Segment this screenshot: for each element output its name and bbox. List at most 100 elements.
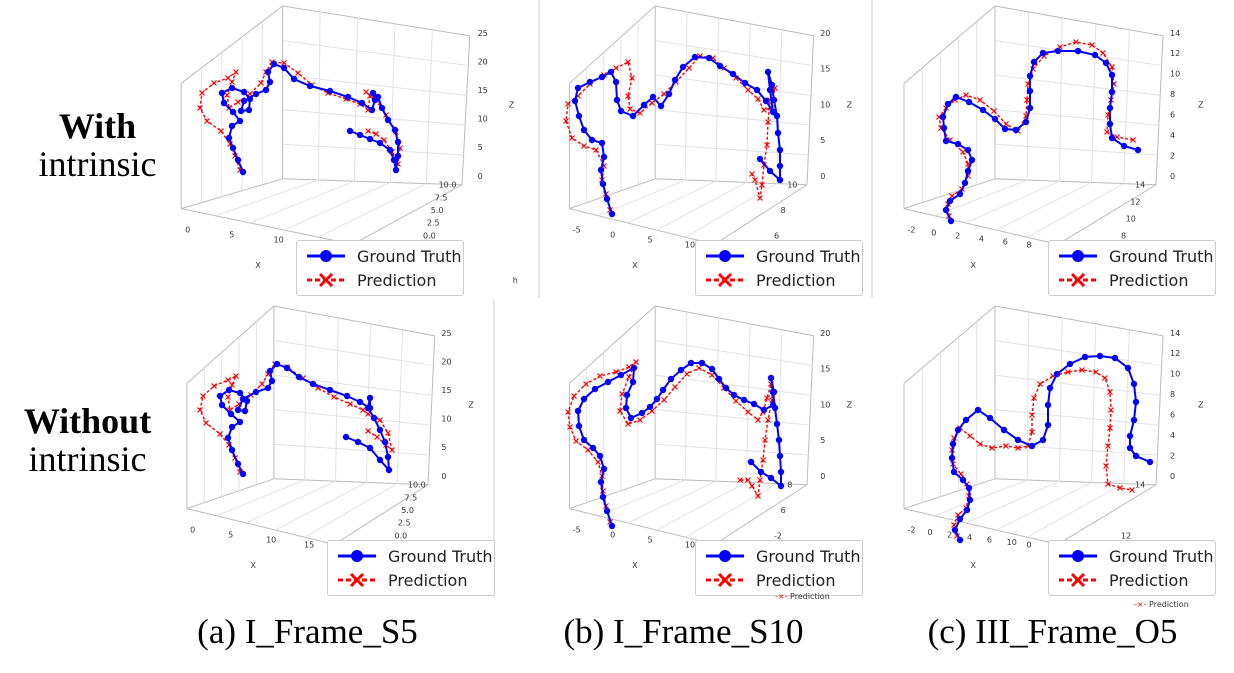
ground-truth-point [1044, 401, 1052, 409]
ground-truth-point [771, 404, 779, 412]
prediction-point [960, 149, 966, 155]
ground-truth-point [963, 506, 971, 514]
ground-truth-swatch [338, 550, 376, 562]
ground-truth-point [369, 89, 377, 97]
prediction-point [1031, 395, 1037, 401]
z-tick-label: 0 [1170, 472, 1175, 481]
ground-truth-point [741, 79, 749, 87]
ground-truth-point [1108, 134, 1116, 142]
axes-box [568, 5, 815, 245]
small-legend-label: Prediction [1149, 600, 1189, 609]
prediction-point [235, 99, 241, 105]
ground-truth-point [649, 93, 657, 101]
ground-truth-point [766, 167, 774, 175]
ground-truth-point [346, 127, 354, 135]
ground-truth-point [653, 395, 661, 403]
x-tick-label: 10 [1007, 538, 1017, 547]
ground-truth-point [588, 136, 596, 144]
ground-truth-point [368, 106, 376, 114]
prediction-point [565, 101, 571, 107]
ground-truth-point [228, 446, 236, 454]
ground-truth-point [240, 97, 248, 105]
z-axis-label: Z [847, 400, 853, 409]
z-tick-label: 10 [1170, 70, 1180, 79]
ground-truth-point [974, 406, 982, 414]
prediction-point [1089, 42, 1095, 48]
ground-truth-point [950, 468, 958, 476]
grid-lines [586, 11, 813, 238]
ground-truth-point [366, 135, 374, 143]
y-tick-label: 2.5 [398, 519, 411, 528]
prediction-point [989, 445, 995, 451]
prediction-point [1003, 121, 1009, 127]
legend-item-prediction: Prediction [704, 269, 835, 291]
prediction-point [593, 147, 599, 153]
ground-truth-point [1126, 444, 1134, 452]
prediction-point [672, 384, 678, 390]
y-tick-label: 7.5 [435, 193, 448, 202]
z-tick-label: 5 [820, 436, 825, 445]
z-tick-label: 2 [1170, 451, 1175, 460]
x-tick-label: 0 [185, 225, 190, 234]
prediction-point [759, 182, 765, 188]
prediction-point [749, 171, 755, 177]
prediction-point [733, 398, 739, 404]
ground-truth-point [591, 385, 599, 393]
ground-truth-point [777, 482, 785, 490]
ground-truth-point [356, 131, 364, 139]
row-label-without: Without intrinsic [10, 402, 165, 479]
ground-truth-point [959, 476, 967, 484]
ground-truth-point [225, 134, 233, 142]
prediction-point [1079, 367, 1085, 373]
ground-truth-point [1066, 360, 1074, 368]
ground-truth-swatch [706, 550, 744, 562]
ground-truth-point [617, 107, 625, 115]
prediction-point [649, 100, 655, 106]
x-tick-label: 6 [987, 535, 992, 544]
y-tick-label: 0.0 [423, 231, 436, 240]
x-tick-label: -5 [573, 225, 581, 234]
ground-truth-point [326, 386, 334, 394]
ground-truth-point [309, 380, 317, 388]
ground-truth-point [394, 152, 402, 160]
ground-truth-point [220, 99, 228, 107]
ground-truth-point [218, 89, 226, 97]
prediction-point [1107, 389, 1113, 395]
ground-truth-point [384, 453, 392, 461]
ground-truth-point [952, 93, 960, 101]
ground-truth-point [757, 468, 765, 476]
prediction-swatch [706, 272, 744, 288]
ground-truth-point [766, 86, 774, 94]
ground-truth-point [948, 454, 956, 462]
prediction-point [765, 417, 771, 423]
ground-truth-point [622, 404, 630, 412]
grid-lines [200, 11, 469, 238]
x-tick-label: -2 [908, 525, 916, 534]
z-tick-label: 4 [1170, 131, 1175, 140]
prediction-point [374, 434, 380, 440]
ground-truth-point [677, 366, 685, 374]
ground-truth-point [944, 100, 952, 108]
prediction-point [967, 433, 973, 439]
ground-truth-point [364, 404, 372, 412]
prediction-point [363, 89, 369, 95]
ground-truth-point [580, 126, 588, 134]
z-tick-label: 10 [1170, 370, 1180, 379]
ground-truth-point [575, 422, 583, 430]
legend-item-prediction: Prediction [305, 269, 436, 291]
ground-truth-point [273, 360, 281, 368]
ground-truth-point [613, 96, 621, 104]
x-axis-label: X [971, 261, 977, 270]
prediction-point [1024, 97, 1030, 103]
ground-truth-point [597, 478, 605, 486]
y-tick-label: 10.0 [439, 181, 457, 190]
x-tick-label: 0 [931, 228, 936, 237]
legend: Ground Truth Prediction [1048, 240, 1216, 296]
prediction-point [757, 477, 763, 483]
small-legend-prediction: -×- Prediction [1134, 600, 1189, 609]
ground-truth-point [608, 210, 616, 218]
y-tick-label: -2 [774, 531, 782, 540]
prediction-point [1104, 129, 1110, 135]
